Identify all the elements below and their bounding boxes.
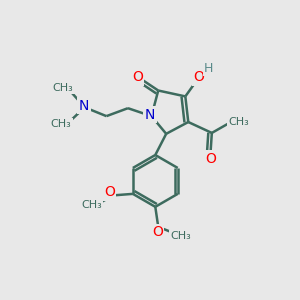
- Text: CH₃: CH₃: [170, 231, 191, 241]
- Text: CH₃: CH₃: [82, 200, 102, 210]
- Text: O: O: [132, 70, 143, 84]
- Text: O: O: [104, 185, 115, 200]
- Text: CH₃: CH₃: [53, 83, 74, 93]
- Text: H: H: [204, 62, 214, 75]
- Text: N: N: [79, 99, 89, 113]
- Text: O: O: [152, 225, 163, 239]
- Text: O: O: [194, 70, 204, 84]
- Text: CH₃: CH₃: [228, 117, 249, 127]
- Text: CH₃: CH₃: [51, 119, 71, 129]
- Text: N: N: [145, 108, 155, 122]
- Text: O: O: [205, 152, 216, 166]
